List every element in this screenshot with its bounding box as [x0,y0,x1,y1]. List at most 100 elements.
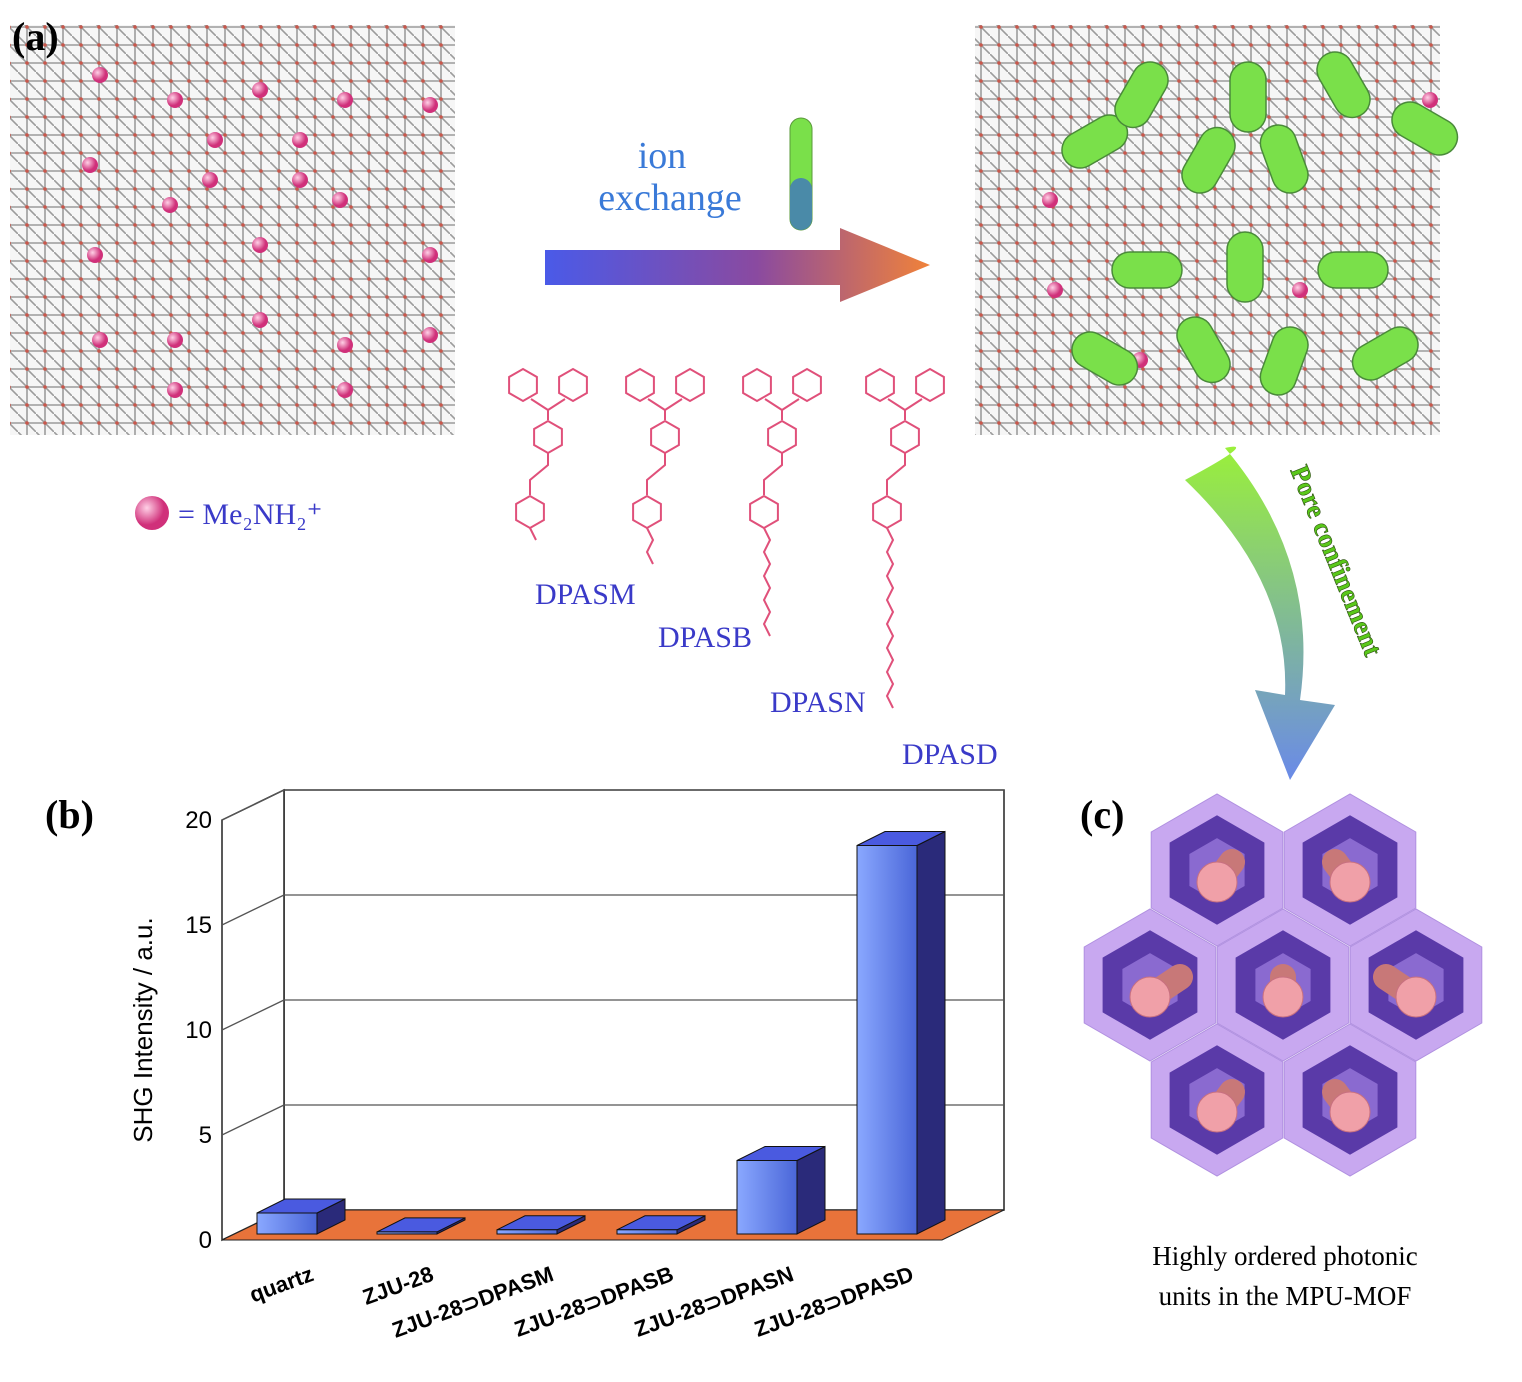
phenyl [890,419,920,455]
pyridine [515,494,545,530]
rod-head [1129,976,1171,1018]
cation [162,197,178,213]
hexagon-lattice [1083,793,1483,1177]
guest [1071,331,1139,386]
phenyl [625,367,655,403]
pyridine [872,494,902,530]
y-tick-label: 0 [199,1227,212,1254]
rod-head [1329,1091,1371,1133]
cation [1047,282,1063,298]
phenyl [508,367,538,403]
bar [256,1212,318,1235]
cation [167,332,183,348]
cation [167,92,183,108]
cation [337,92,353,108]
guest [1181,126,1236,194]
guest [1316,51,1371,119]
cation [422,247,438,263]
bond [764,398,800,412]
arrow-text: exchange [598,177,741,219]
cation [207,132,223,148]
pyridine [632,494,662,530]
guest [1259,326,1309,396]
tick-mark [221,894,285,926]
bar-side [796,1145,826,1235]
phenyl [558,367,588,403]
cation [1042,192,1058,208]
rod-head [1329,861,1371,903]
exchange-arrow [545,228,930,302]
alkyl-chain [645,527,655,565]
vinyl [529,453,549,495]
panel-label: (a) [12,14,59,59]
y-tick-label: 20 [185,807,212,834]
bar [736,1160,798,1235]
legend-marker [135,496,169,530]
cation [332,192,348,208]
guest [1229,61,1267,133]
cation [422,327,438,343]
y-tick-label: 10 [185,1017,212,1044]
tick-mark [221,999,285,1031]
phenyl [792,367,822,403]
cation [337,337,353,353]
panel-label: (b) [45,792,94,837]
phenyl [742,367,772,403]
cation [82,157,98,173]
vinyl [646,453,666,495]
guest [1351,326,1419,381]
guest [1176,316,1231,384]
rod-head [1262,976,1304,1018]
bar [616,1229,678,1235]
mof-structure [10,25,455,435]
phenyl [915,367,945,403]
bar [496,1229,558,1235]
phenyl [767,419,797,455]
guest [1259,124,1309,194]
bar [376,1231,438,1235]
cation [292,172,308,188]
guest [1317,251,1389,289]
rod-head [1196,1091,1238,1133]
bar [856,845,918,1235]
cation [1422,92,1438,108]
cation [87,247,103,263]
bar-side [916,830,946,1235]
confinement-arrow [1185,446,1335,780]
y-tick-label: 5 [199,1122,212,1149]
tick-mark [221,789,285,821]
guest [1111,251,1183,289]
x-tick-label: quartz [246,1261,317,1307]
tick-mark [221,1104,285,1136]
arrow-text: ion [638,135,687,177]
vinyl [886,453,906,495]
cation [252,82,268,98]
molecule-label: DPASN [770,686,866,719]
alkyl-chain [885,527,895,709]
cation [1292,282,1308,298]
cation [337,382,353,398]
cation [92,332,108,348]
cation [252,312,268,328]
bond [887,398,923,412]
caption: Highly ordered photonic [1152,1241,1417,1271]
cation [167,382,183,398]
phenyl [533,419,563,455]
guest-icon [790,178,812,230]
cation [422,97,438,113]
molecule-label: DPASM [535,578,636,611]
rod-head [1196,861,1238,903]
pyridine [749,494,779,530]
legend-text: = Me₂NH₂⁺ [178,498,323,531]
cation [92,67,108,83]
cation [292,132,308,148]
molecules: DPASM DPASB DPASN DPASD [508,367,998,771]
y-axis-label: SHG Intensity / a.u. [128,917,158,1142]
molecule-label: DPASB [658,621,752,654]
x-tick-label: ZJU-28 [359,1261,436,1310]
guest-cylinders [1061,51,1459,396]
bar-chart: 0 5 10 15 20 SHG Intensity / a.u. quartz ZJU-28… [128,788,1005,1343]
phenyl [675,367,705,403]
